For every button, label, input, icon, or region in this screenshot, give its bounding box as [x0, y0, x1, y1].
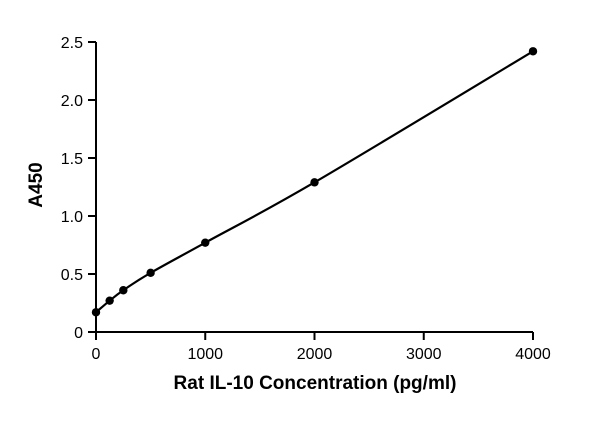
data-point — [310, 178, 319, 187]
y-tick-label: 0.5 — [61, 267, 83, 284]
ticks: 0 0.5 1.0 1.5 2.0 2.5 0 1000 2000 3000 4000 — [61, 35, 551, 363]
y-tick-label: 2.0 — [61, 93, 83, 110]
data-point — [105, 296, 114, 305]
data-point — [528, 47, 538, 56]
data-point — [201, 238, 210, 247]
data-point — [146, 268, 155, 278]
axes — [88, 42, 533, 340]
data-point — [119, 286, 128, 295]
y-tick-label: 1.0 — [61, 209, 83, 226]
x-tick-label: 2000 — [297, 346, 333, 363]
y-tick-label: 0 — [74, 325, 83, 342]
y-axis-title: A450 — [26, 162, 47, 207]
x-tick-label: 0 — [92, 346, 101, 363]
x-axis-title: Rat IL-10 Concentration (pg/ml) — [174, 373, 457, 394]
y-tick-label: 1.5 — [61, 151, 83, 168]
x-tick-label: 4000 — [515, 346, 551, 363]
y-tick-label: 2.5 — [61, 35, 83, 52]
x-tick-label: 1000 — [187, 346, 223, 363]
data-point — [91, 308, 101, 317]
x-tick-label: 3000 — [406, 346, 442, 363]
data-points — [91, 47, 538, 317]
